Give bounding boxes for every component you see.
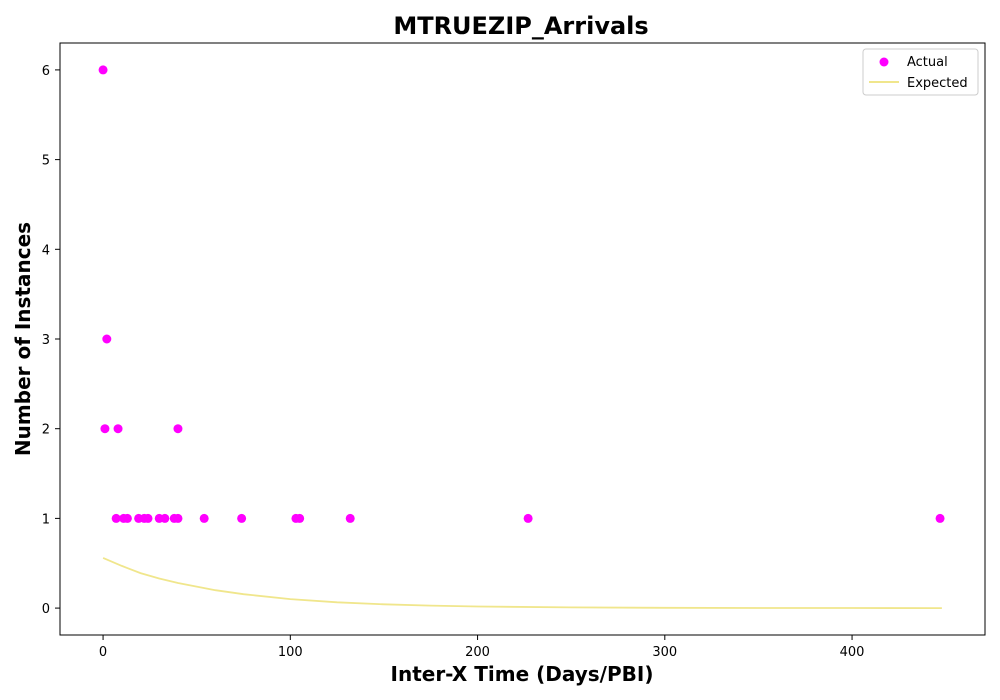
y-axis: 0 1 2 3 4 5 6 [42,64,60,617]
y-tick-label: 6 [42,64,50,79]
x-tick-label: 100 [278,645,303,660]
x-axis: 0 100 200 300 400 [99,635,865,660]
data-point-actual-3 [111,513,121,523]
y-tick-label: 1 [42,512,50,527]
legend: Actual Expected [862,48,979,96]
x-tick-label: 400 [840,645,865,660]
plot-frame [59,42,986,636]
x-tick-label: 200 [465,645,490,660]
legend-label-actual: Actual [907,55,948,70]
y-tick-label: 5 [42,154,50,169]
y-axis-title: Number of Instances [11,222,35,456]
data-point-actual-15 [199,513,209,523]
data-point-actual-2 [102,334,112,344]
data-point-actual-9 [143,513,153,523]
y-tick-label: 0 [42,602,50,617]
data-point-actual-18 [295,513,305,523]
x-tick-label: 0 [99,645,107,660]
chart-title: MTRUEZIP_Arrivals [393,12,648,40]
legend-marker-actual [879,57,889,67]
data-point-actual-14 [173,424,183,434]
y-tick-label: 4 [42,243,50,258]
y-tick-label: 2 [42,423,50,438]
data-point-actual-11 [160,513,170,523]
x-tick-label: 300 [652,645,677,660]
data-point-actual-0 [98,65,108,75]
y-tick-label: 3 [42,333,50,348]
data-point-actual-21 [935,513,945,523]
plot-area [98,65,945,609]
data-point-actual-19 [345,513,355,523]
legend-box [862,48,979,96]
data-point-actual-4 [113,424,123,434]
data-point-actual-16 [237,513,247,523]
x-axis-title: Inter-X Time (Days/PBI) [391,662,654,686]
legend-label-expected: Expected [907,76,968,91]
data-point-actual-13 [173,513,183,523]
series-line-expected [102,557,942,609]
data-point-actual-1 [100,424,110,434]
data-point-actual-20 [523,513,533,523]
data-point-actual-6 [122,513,132,523]
